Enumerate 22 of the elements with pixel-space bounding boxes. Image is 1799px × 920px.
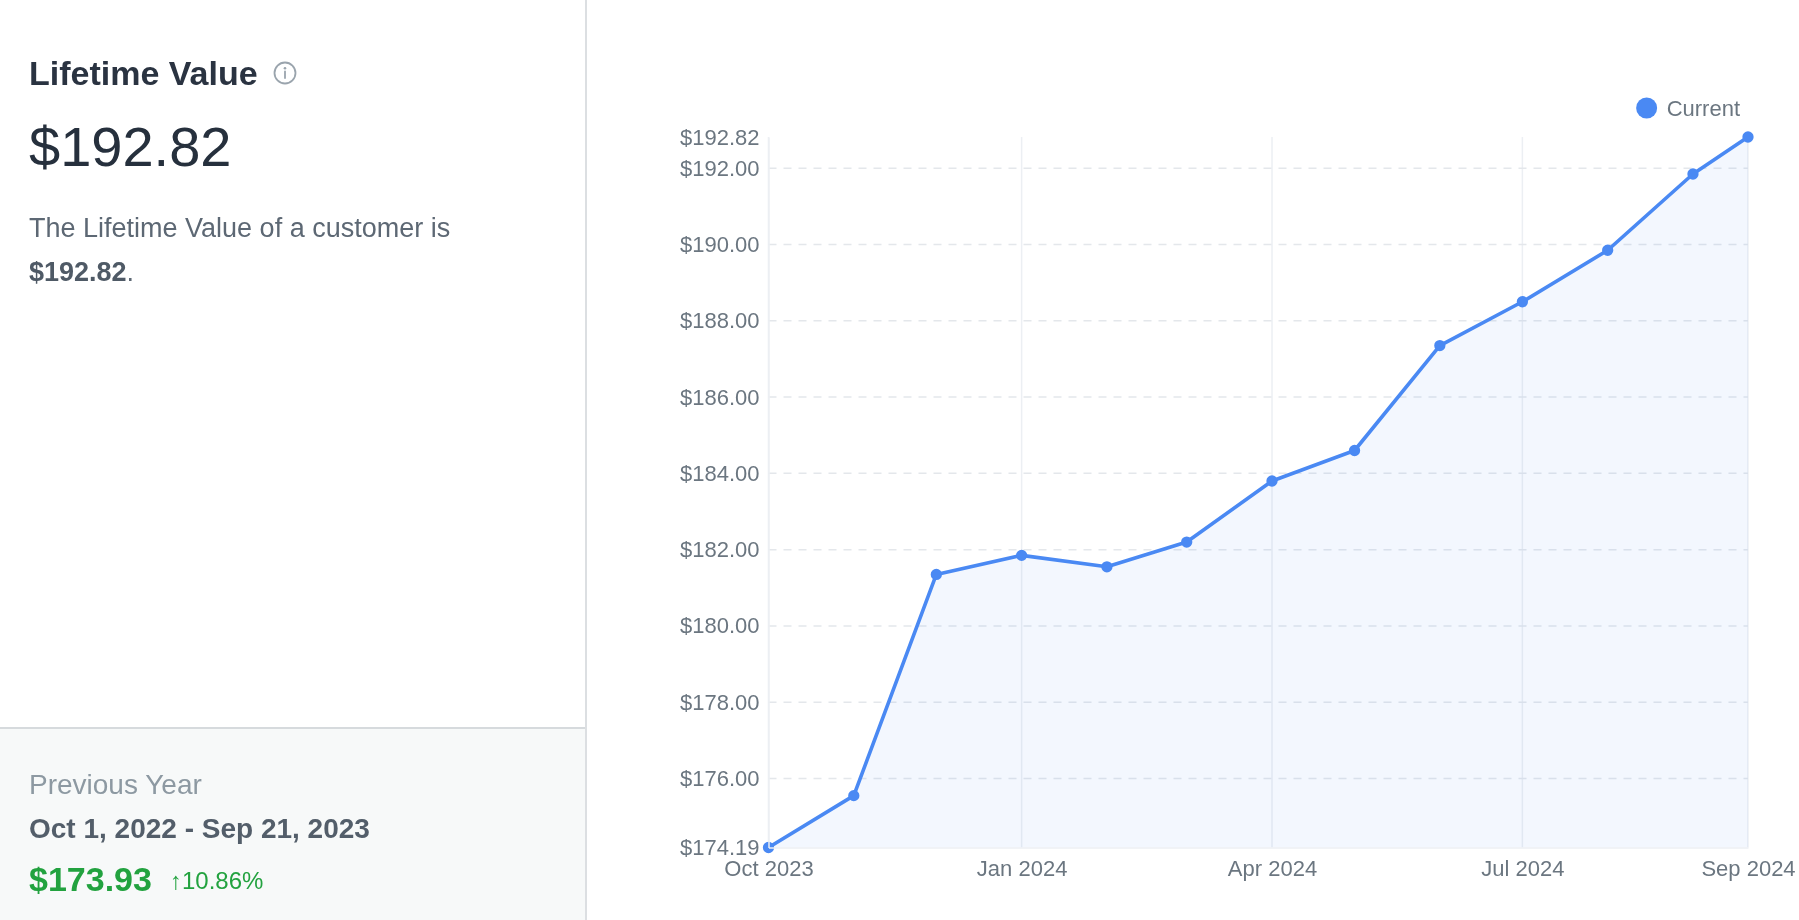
text: $173.93 [29, 860, 152, 898]
y-tick-label: $188.00 [679, 308, 760, 334]
y-tick-label: $176.00 [679, 766, 760, 792]
x-tick-label: Apr 2024 [1227, 856, 1318, 882]
x-tick-label: Jan 2024 [976, 856, 1068, 882]
y-tick-label: $190.00 [679, 232, 760, 258]
y-tick-label: $192.82 [679, 124, 760, 150]
y-tick-label: $186.00 [679, 384, 760, 410]
x-tick-label: Sep 2024 [1701, 856, 1796, 882]
text: The Lifetime Value of a customer is $192.82. [29, 213, 451, 287]
y-tick-label: $192.00 [679, 155, 760, 181]
y-tick-label: $182.00 [679, 537, 760, 563]
text: Lifetime Value [29, 54, 258, 92]
y-tick-label: $180.00 [679, 613, 760, 639]
text: Previous Year [29, 769, 202, 800]
text: $192.82 [29, 115, 232, 178]
x-tick-label: Jul 2024 [1481, 856, 1565, 882]
legend-label: Current [1666, 95, 1740, 121]
y-tick-label: $184.00 [679, 460, 760, 486]
y-tick-label: $178.00 [679, 689, 760, 715]
text: Oct 1, 2022 - Sep 21, 2023 [29, 813, 370, 844]
text: ↑10.86% [170, 867, 264, 894]
